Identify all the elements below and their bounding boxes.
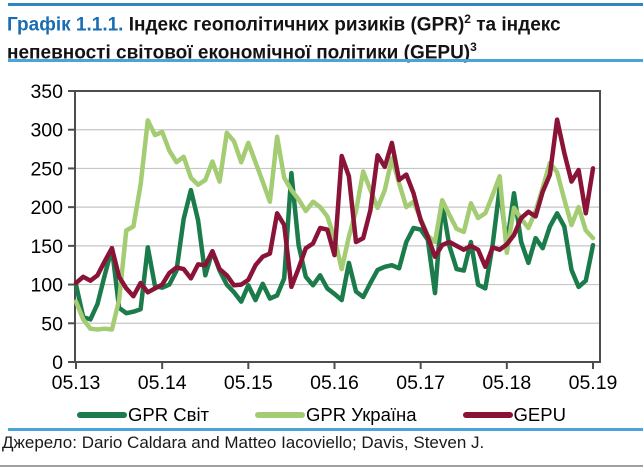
plot-border [74, 90, 601, 363]
y-tick-label: 0 [52, 352, 63, 374]
legend-swatch-gepu [462, 412, 513, 418]
y-tick-label: 250 [30, 158, 63, 180]
x-tick-label: 05.13 [52, 372, 101, 394]
x-tick-label: 05.19 [569, 372, 618, 394]
legend-item-gpr-world: GPR Світ [77, 404, 209, 426]
figure-title-line2: непевності світової економічної політики… [7, 36, 639, 64]
series-lines [73, 117, 596, 332]
x-tick-label: 05.16 [310, 372, 359, 394]
y-tick-label: 300 [30, 120, 63, 142]
x-tick-label: 05.15 [224, 372, 273, 394]
x-tick-label: 05.17 [396, 372, 445, 394]
x-tick-label: 05.18 [482, 372, 531, 394]
y-tick-label: 200 [30, 197, 63, 219]
legend-label-gpr-world: GPR Світ [128, 404, 210, 425]
legend-label-gpr-ukraine: GPR Україна [306, 404, 417, 425]
axis-ticks [68, 90, 594, 369]
top-rule [8, 3, 643, 6]
footnote-ref-2: 2 [464, 12, 471, 26]
figure-title-line1: Графік 1.1.1. Індекс геополітичних ризик… [7, 8, 639, 36]
page-edge-line [0, 465, 643, 467]
figure-number: Графік 1.1.1. [7, 14, 124, 36]
title-text-1: Індекс геополітичних ризиків (GPR) [123, 14, 465, 36]
title-text-3: непевності світової економічної політики… [7, 42, 471, 64]
title-divider-rule [8, 59, 643, 62]
line-chart: 0 50 100 150 200 250 300 350 05.13 05.14 05.15 05.1… [30, 81, 617, 394]
y-tick-label: 350 [30, 81, 63, 103]
x-tick-label: 05.14 [138, 372, 187, 394]
title-text-2: та індекс [470, 14, 561, 36]
footer-divider-rule [8, 428, 643, 431]
figure-title: Графік 1.1.1. Індекс геополітичних ризик… [7, 8, 639, 65]
source-text: Джерело: Dario Caldara and Matteo Iacovi… [2, 433, 485, 452]
legend-item-gepu: GEPU [462, 404, 566, 426]
source-caption: Джерело: Dario Caldara and Matteo Iacovi… [2, 433, 641, 453]
series-line-2 [73, 117, 596, 299]
y-tick-label: 100 [30, 275, 63, 297]
footnote-ref-3: 3 [470, 40, 477, 55]
legend-label-gepu: GEPU [513, 404, 566, 425]
chart-legend: GPR Світ GPR Україна GEPU [0, 404, 643, 426]
legend-swatch-gpr-ukraine [255, 412, 306, 418]
y-tick-label: 50 [41, 313, 63, 335]
axis-labels: 0 50 100 150 200 250 300 350 05.13 05.14 05.15 05.1… [30, 81, 617, 394]
y-tick-label: 150 [30, 236, 63, 258]
legend-swatch-gpr-world [77, 412, 128, 418]
legend-item-gpr-ukraine: GPR Україна [255, 404, 417, 426]
